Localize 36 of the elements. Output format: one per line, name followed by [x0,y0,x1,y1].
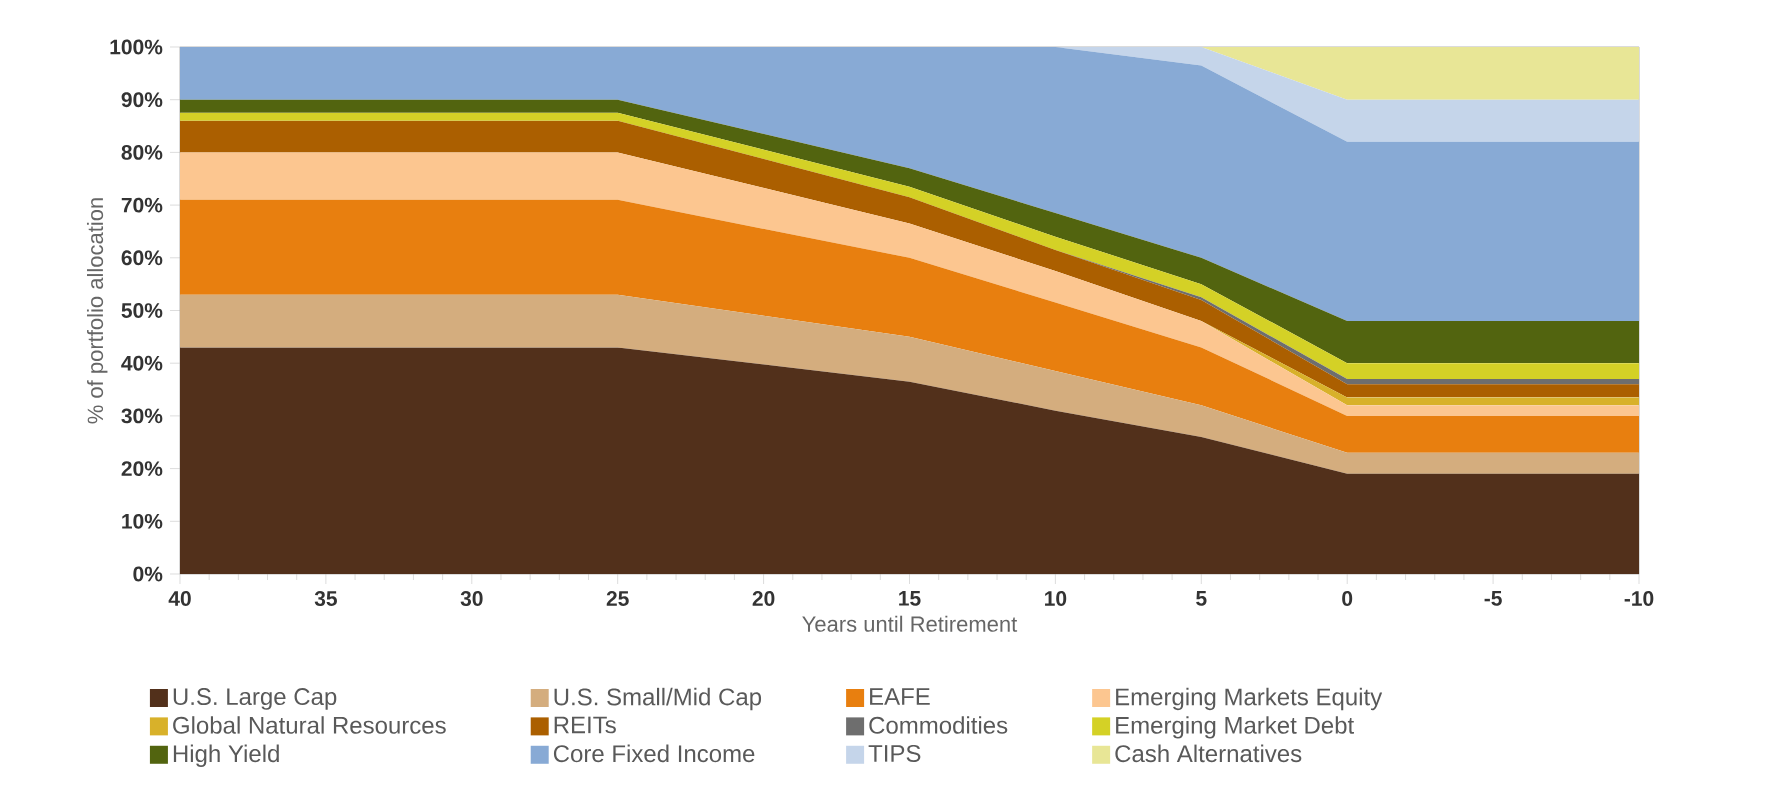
legend-label: Emerging Markets Equity [1116,687,1383,711]
legend-label: U.S. Small/Mid Cap [554,687,762,711]
x-tick-label: 35 [314,591,337,606]
y-tick-label: 60% [121,250,163,266]
x-tick-label: 20 [752,591,775,606]
legend-label: EAFE [870,688,930,705]
y-tick-label: 90% [121,92,163,108]
x-tick-label: 25 [606,591,629,606]
y-tick-label: 50% [121,303,163,318]
y-axis-title: % of portfolio allocation [86,198,108,424]
y-tick-label: 20% [121,461,163,477]
y-tick-label: 70% [121,197,163,213]
x-tick-label: 5 [1196,591,1207,606]
y-tick-label: 40% [121,355,163,371]
legend-label: High Yield [173,744,279,767]
x-tick-label: 10 [1045,591,1067,606]
legend-label: Emerging Market Debt [1116,716,1355,739]
x-tick-label: 15 [899,591,921,606]
legend-label: Core Fixed Income [553,744,755,763]
x-tick-label: 40 [168,591,191,606]
y-tick-label: 0% [133,566,163,582]
x-tick-label: -10 [1624,591,1654,606]
legend-label: Global Natural Resources [173,716,446,734]
legend-label: U.S. Large Cap [173,688,337,710]
legend-label: Commodities [869,716,1008,734]
x-tick-label: 30 [460,591,483,606]
y-tick-label: 30% [121,408,163,424]
legend-label: REITs [554,716,616,734]
y-tick-label: 100% [110,39,163,55]
x-axis-title: Years until Retirement [802,615,1018,632]
legend-label: Cash Alternatives [1115,744,1302,763]
x-tick-label: 0 [1342,591,1353,606]
legend-label: TIPS [868,744,921,762]
x-tick-label: -5 [1484,591,1502,606]
y-tick-label: 80% [121,144,163,160]
y-tick-label: 10% [122,513,163,529]
